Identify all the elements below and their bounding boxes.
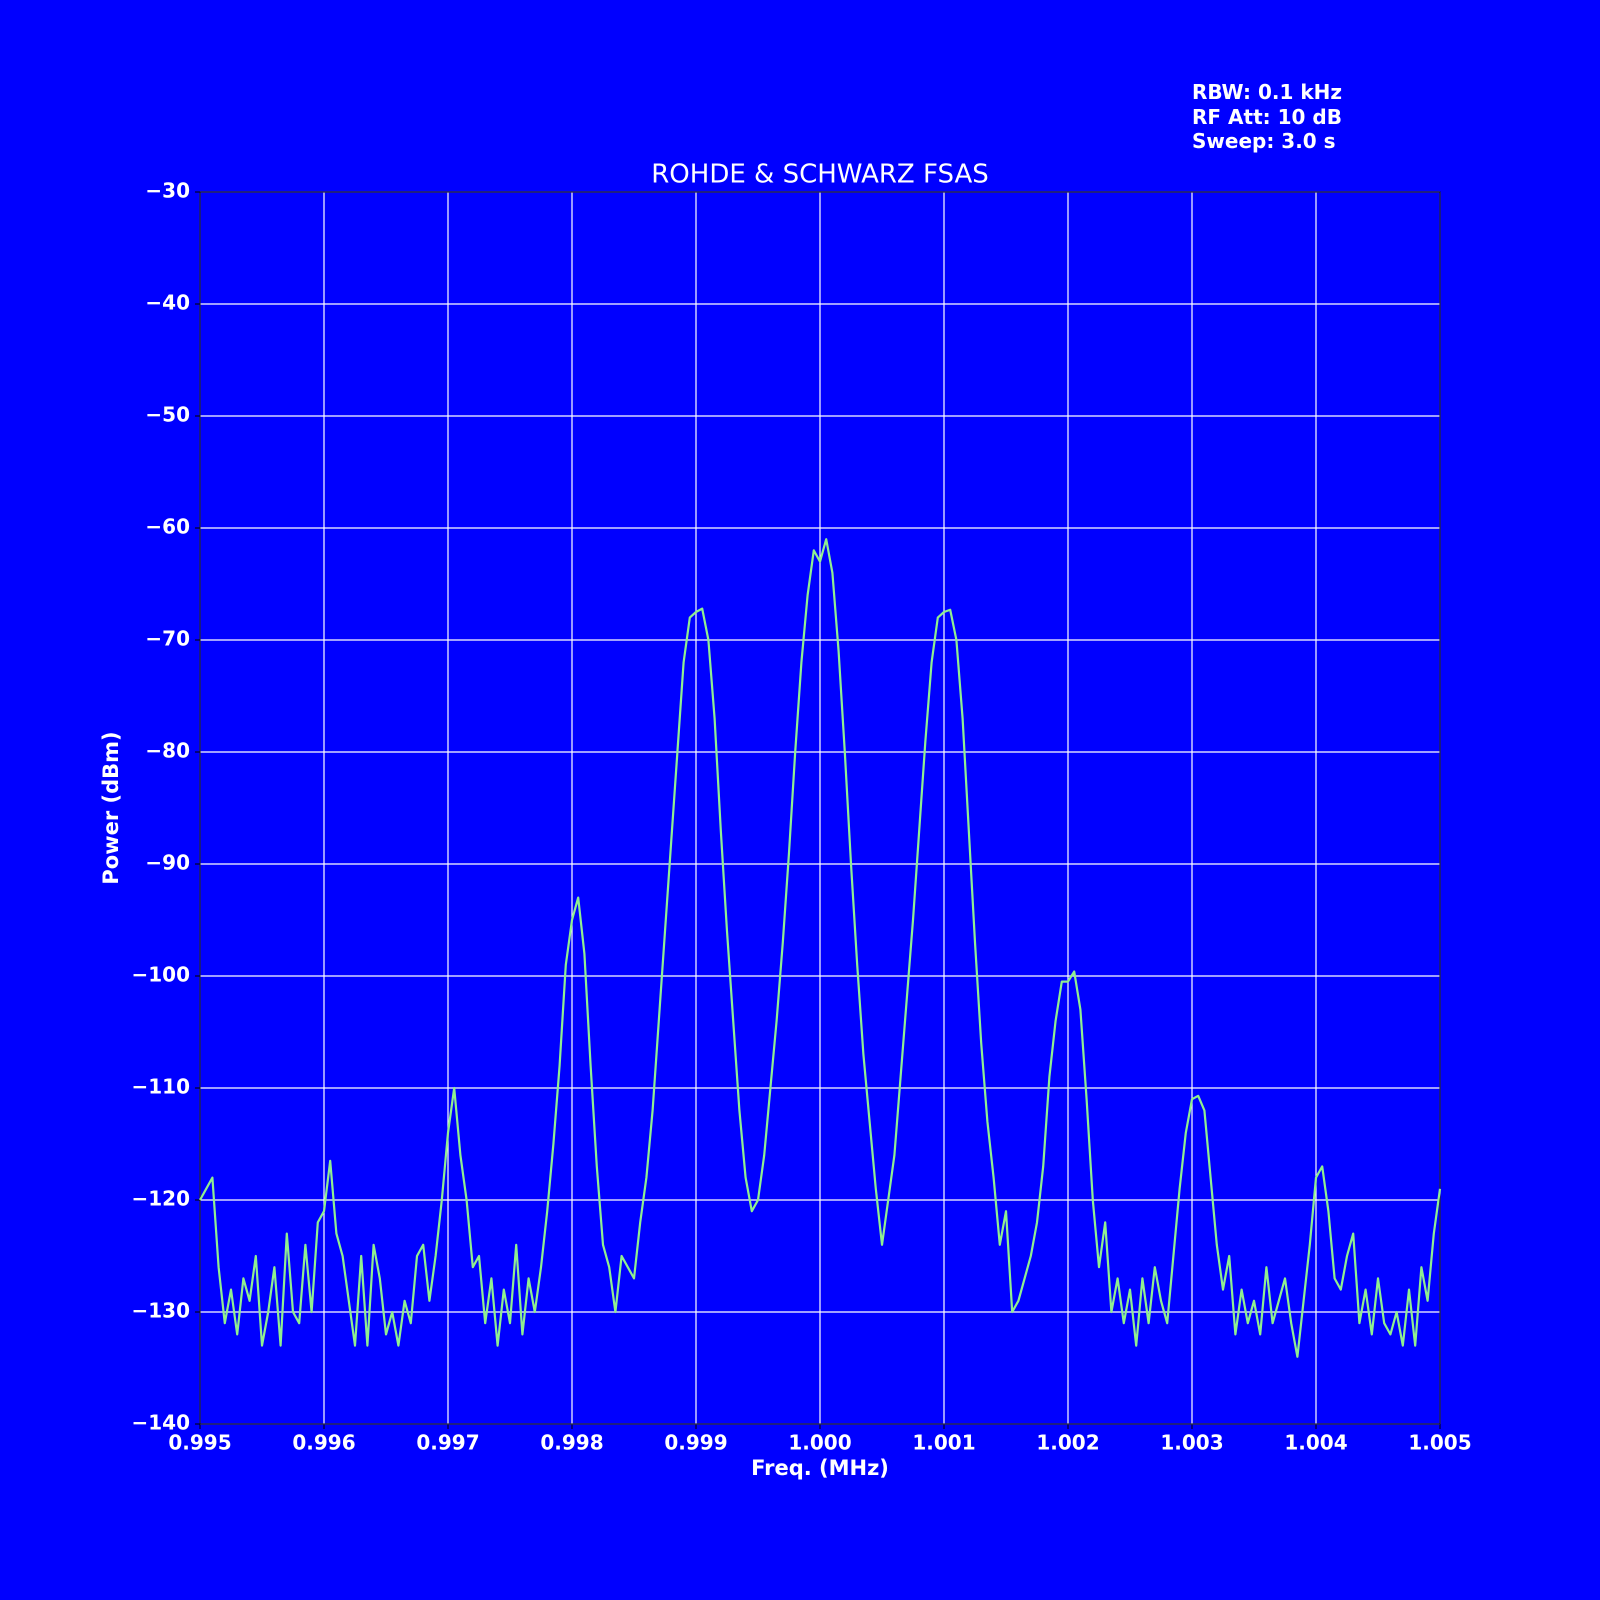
y-tick-label: −130 — [131, 1299, 190, 1323]
x-tick-label: 1.003 — [1160, 1431, 1223, 1455]
y-tick-label: −110 — [131, 1075, 190, 1099]
x-tick-label: 0.996 — [292, 1431, 355, 1455]
x-tick-label: 1.002 — [1036, 1431, 1099, 1455]
x-tick-label: 0.999 — [664, 1431, 727, 1455]
annotation: Sweep: 3.0 s — [1192, 129, 1336, 153]
x-axis-label: Freq. (MHz) — [751, 1456, 889, 1480]
y-tick-label: −70 — [145, 627, 190, 651]
annotation: RBW: 0.1 kHz — [1192, 80, 1342, 104]
x-tick-label: 1.004 — [1284, 1431, 1347, 1455]
spectrum-trace — [199, 538, 1442, 1358]
x-tick-label: 0.995 — [168, 1431, 231, 1455]
y-tick-label: −100 — [131, 963, 190, 987]
y-tick-label: −90 — [145, 851, 190, 875]
y-tick-label: −80 — [145, 739, 190, 763]
y-tick-label: −40 — [145, 291, 190, 315]
x-tick-label: 1.001 — [912, 1431, 975, 1455]
plot-frame — [199, 191, 1441, 1425]
x-tick-label: 0.998 — [540, 1431, 603, 1455]
chart-title: ROHDE & SCHWARZ FSAS — [651, 160, 989, 190]
y-tick-label: −140 — [131, 1411, 190, 1435]
y-tick-label: −30 — [145, 179, 190, 203]
annotation: RF Att: 10 dB — [1192, 105, 1342, 129]
x-tick-label: 1.000 — [788, 1431, 851, 1455]
y-tick-label: −60 — [145, 515, 190, 539]
x-tick-label: 0.997 — [416, 1431, 479, 1455]
x-tick-label: 1.005 — [1408, 1431, 1471, 1455]
y-tick-label: −120 — [131, 1187, 190, 1211]
y-tick-label: −50 — [145, 403, 190, 427]
y-axis-label: Power (dBm) — [99, 731, 123, 884]
